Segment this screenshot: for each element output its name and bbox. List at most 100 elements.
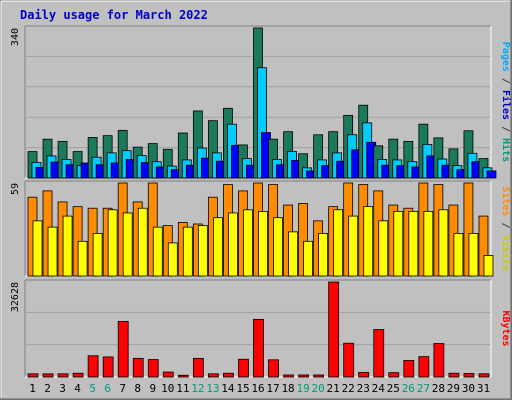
bar-kbytes-day-25: [388, 372, 400, 378]
bar-kbytes-day-31: [478, 373, 490, 378]
bar-sites-day-18: [288, 231, 298, 277]
bar-kbytes-day-17: [268, 359, 279, 378]
bar-sites-day-24: [378, 220, 389, 277]
bar-sites-day-22: [348, 215, 359, 277]
bar-kbytes-day-9: [147, 359, 159, 378]
bar-kbytes-day-8: [132, 357, 144, 378]
bar-sites-day-16: [258, 210, 268, 277]
panel-middle-max-label: 59: [10, 183, 21, 195]
x-tick-label-day-1: 1: [29, 382, 36, 395]
x-tick-label-day-22: 22: [342, 382, 355, 395]
bar-sites-day-27: [423, 210, 434, 277]
bar-sites-day-11: [182, 226, 193, 277]
bar-sites-day-10: [167, 242, 178, 277]
legend-item-sites: Sites: [500, 186, 512, 216]
bar-sites-day-12: [197, 225, 208, 277]
bar-sites-day-29: [453, 233, 464, 277]
x-tick-label-day-29: 29: [447, 382, 460, 395]
bar-sites-day-28: [438, 209, 449, 277]
bar-kbytes-day-5: [87, 355, 99, 378]
bar-pages-day-31: [486, 170, 497, 179]
x-tick-label-day-23: 23: [357, 382, 370, 395]
bar-sites-day-23: [363, 206, 374, 277]
legend-separator: /: [500, 72, 511, 90]
legend-item-visits: Visits: [500, 235, 512, 271]
x-tick-label-day-28: 28: [432, 382, 445, 395]
x-tick-label-day-2: 2: [44, 382, 51, 395]
x-tick-label-day-17: 17: [266, 382, 279, 395]
x-tick-label-day-12: 12: [191, 382, 204, 395]
bar-kbytes-day-16: [253, 318, 264, 378]
x-tick-label-day-3: 3: [59, 382, 66, 395]
bar-sites-day-2: [47, 226, 58, 277]
bar-kbytes-day-21: [328, 281, 340, 378]
bar-sites-day-25: [393, 210, 404, 277]
bar-kbytes-day-4: [72, 372, 84, 378]
panel-top-legend: Pages / Files / Hits: [500, 42, 512, 162]
bar-sites-day-4: [77, 240, 88, 277]
bar-kbytes-day-20: [313, 374, 325, 378]
x-tick-label-day-20: 20: [312, 382, 325, 395]
bar-kbytes-day-6: [102, 356, 114, 378]
panel-bottom-legend: KBytes: [500, 310, 511, 346]
legend-item-pages: Pages: [500, 42, 511, 72]
x-tick-label-day-24: 24: [372, 382, 386, 395]
bar-sites-day-6: [107, 209, 118, 277]
bar-sites-day-13: [212, 217, 223, 277]
bar-kbytes-day-29: [448, 372, 460, 378]
x-tick-label-day-5: 5: [89, 382, 96, 395]
x-tick-label-day-19: 19: [296, 382, 309, 395]
x-tick-label-day-15: 15: [236, 382, 249, 395]
x-tick-label-day-14: 14: [221, 382, 235, 395]
x-tick-label-day-27: 27: [417, 382, 430, 395]
bar-kbytes-day-27: [418, 356, 430, 378]
x-tick-label-day-16: 16: [251, 382, 264, 395]
panel-top-max-label: 340: [10, 28, 21, 46]
x-tick-label-day-4: 4: [74, 382, 81, 395]
bar-sites-day-8: [137, 207, 148, 277]
bar-kbytes-day-1: [27, 373, 39, 378]
x-tick-label-day-11: 11: [176, 382, 189, 395]
x-tick-label-day-25: 25: [387, 382, 400, 395]
panel-bottom-max-label: 32628: [10, 282, 21, 312]
bar-kbytes-day-15: [238, 358, 249, 378]
bar-sites-day-9: [152, 226, 163, 277]
bar-kbytes-day-12: [192, 357, 204, 378]
bar-sites-day-15: [243, 209, 253, 277]
bar-kbytes-day-13: [207, 373, 219, 378]
bar-visits-day-31: [478, 215, 489, 277]
x-tick-label-day-13: 13: [206, 382, 219, 395]
legend-separator: /: [500, 120, 511, 138]
bar-kbytes-day-23: [358, 371, 370, 378]
bar-sites-day-19: [303, 240, 313, 277]
bar-sites-day-21: [333, 209, 344, 277]
x-tick-label-day-21: 21: [327, 382, 340, 395]
bar-visits-day-19: [298, 203, 308, 277]
bar-kbytes-day-22: [343, 342, 355, 378]
legend-item-files: Files: [500, 90, 512, 120]
x-tick-label-day-10: 10: [161, 382, 174, 395]
x-tick-label-day-8: 8: [134, 382, 141, 395]
bar-sites-day-30: [468, 233, 479, 277]
bar-sites-day-20: [318, 233, 329, 277]
x-tick-label-day-9: 9: [149, 382, 156, 395]
x-tick-label-day-7: 7: [119, 382, 126, 395]
bar-kbytes-day-19: [298, 374, 309, 378]
x-tick-label-day-26: 26: [402, 382, 415, 395]
bar-sites-day-14: [228, 212, 238, 277]
x-tick-label-day-31: 31: [477, 382, 490, 395]
bar-sites-day-31: [483, 255, 494, 277]
bar-kbytes-day-2: [42, 373, 54, 378]
bar-sites-day-3: [62, 215, 73, 277]
bar-sites-day-7: [122, 212, 133, 277]
bar-visits-day-30: [463, 182, 474, 277]
x-tick-label-day-6: 6: [104, 382, 111, 395]
bar-sites-day-26: [408, 210, 419, 277]
bar-kbytes-day-14: [223, 372, 234, 378]
bar-kbytes-day-18: [283, 374, 294, 378]
bar-sites-day-5: [92, 233, 103, 277]
bar-kbytes-day-10: [162, 371, 174, 378]
